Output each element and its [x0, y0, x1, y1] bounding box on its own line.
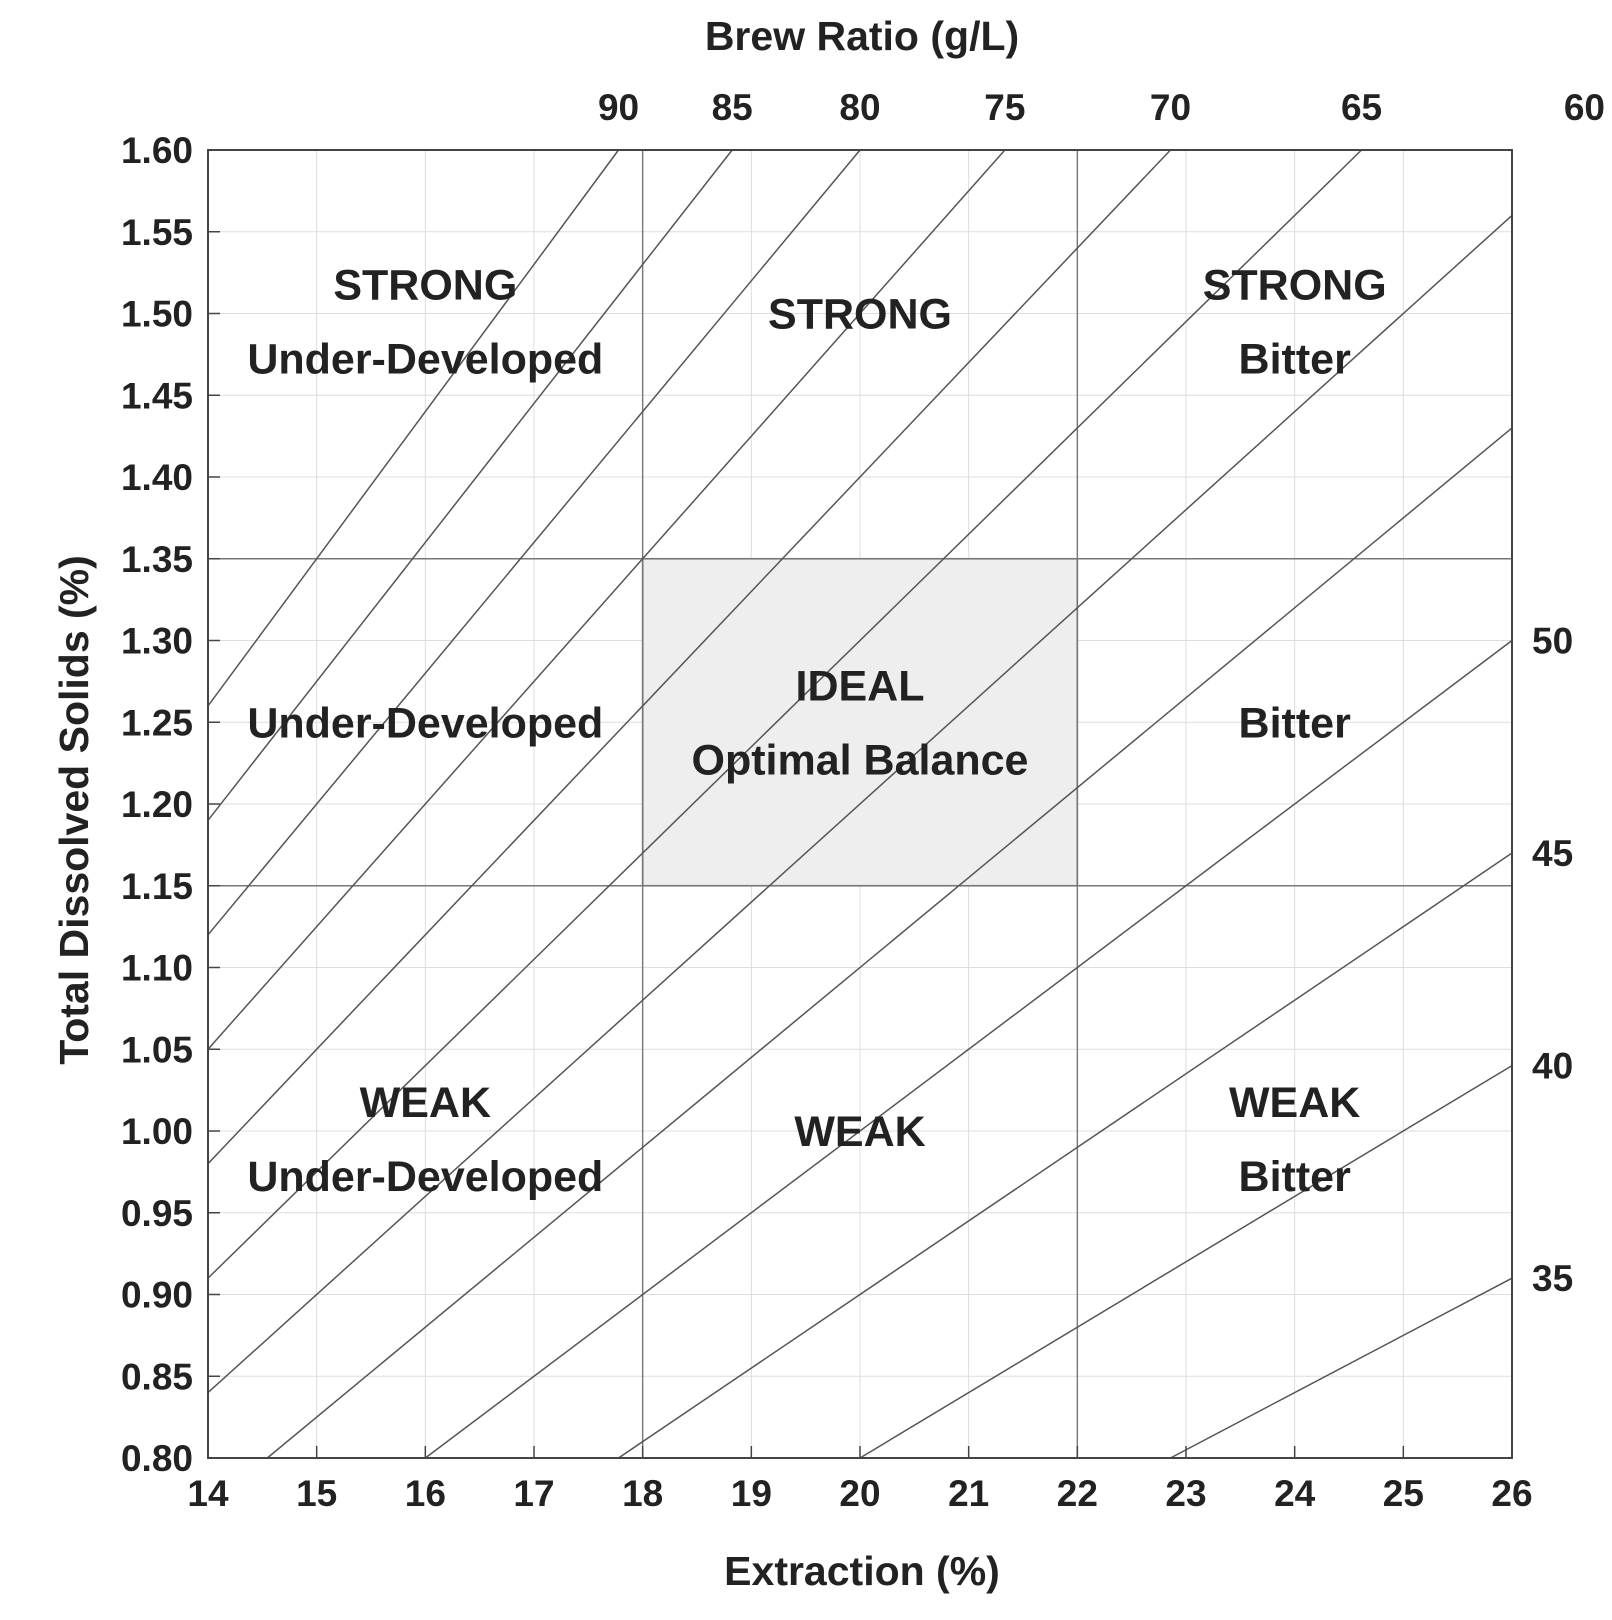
x-tick-label: 16: [405, 1473, 446, 1514]
x-tick-label: 19: [731, 1473, 772, 1514]
ideal-zone: [641, 557, 1079, 887]
y-tick-label: 1.55: [121, 212, 193, 253]
y-axis-title: Total Dissolved Solids (%): [51, 555, 97, 1065]
x-tick-label: 25: [1383, 1473, 1424, 1514]
y-tick-label: 1.40: [121, 457, 193, 498]
x-tick-label: 22: [1057, 1473, 1098, 1514]
brew-ratio-label-60: 60: [1564, 87, 1605, 128]
brew-ratio-line-50: [424, 639, 1513, 1459]
y-tick-label: 1.45: [121, 375, 193, 416]
y-tick-label: 1.20: [121, 784, 193, 825]
region-label: IDEAL: [796, 662, 925, 710]
y-tick-label: 1.25: [121, 702, 193, 743]
region-label: Under-Developed: [247, 699, 603, 747]
y-tick-label: 1.50: [121, 294, 193, 335]
region-label: Under-Developed: [247, 1153, 603, 1201]
region-labels: STRONG Under-Developed STRONG STRONG Bitter U…: [247, 262, 1386, 1202]
y-tick-label: 0.95: [121, 1193, 193, 1234]
brew-ratio-label-35: 35: [1532, 1258, 1573, 1299]
y-tick-label: 1.35: [121, 539, 193, 580]
x-tick-label: 18: [622, 1473, 663, 1514]
brew-ratio-line-55: [266, 427, 1513, 1459]
brew-ratio-label-40: 40: [1532, 1046, 1573, 1087]
brew-ratio-lines: [207, 149, 1513, 1459]
brew-ratio-line-85: [207, 149, 733, 821]
x-tick-label: 20: [839, 1473, 880, 1514]
y-tick-label: 1.05: [121, 1029, 193, 1070]
brew-ratio-label-75: 75: [984, 87, 1025, 128]
region-label: Bitter: [1239, 336, 1352, 384]
brew-ratio-label-65: 65: [1341, 87, 1382, 128]
brew-ratio-label-45: 45: [1532, 833, 1573, 874]
y-tick-label: 0.90: [121, 1275, 193, 1316]
x-tick-label: 17: [513, 1473, 554, 1514]
y-tick-label: 1.00: [121, 1111, 193, 1152]
brew-ratio-line-60: [207, 214, 1513, 1394]
brew-ratio-line-80: [207, 149, 861, 936]
top-axis-title: Brew Ratio (g/L): [705, 13, 1019, 59]
x-tick-label: 21: [948, 1473, 989, 1514]
region-label: STRONG: [1203, 262, 1387, 310]
region-label: WEAK: [1229, 1079, 1360, 1127]
brew-ratio-line-35: [1170, 1277, 1513, 1459]
region-label: WEAK: [360, 1079, 491, 1127]
x-tick-label: 26: [1491, 1473, 1532, 1514]
brew-ratio-label-70: 70: [1150, 87, 1191, 128]
brew-ratio-line-70: [207, 149, 1172, 1165]
ideal-box: [641, 557, 1079, 887]
x-tick-label: 15: [296, 1473, 337, 1514]
region-label: Under-Developed: [247, 336, 603, 384]
x-tick-label: 24: [1274, 1473, 1316, 1514]
brew-ratio-line-45: [618, 852, 1513, 1459]
region-label: WEAK: [794, 1108, 925, 1156]
x-tick-label: 23: [1165, 1473, 1206, 1514]
y-tick-label: 1.15: [121, 866, 193, 907]
plot-frame: [207, 149, 1513, 1459]
brew-ratio-label-85: 85: [712, 87, 753, 128]
region-dividers: [208, 150, 1512, 1458]
x-tick-labels: 14 15 16 17 18 19 20 21 22 23 24 25 26: [187, 1473, 1532, 1514]
brew-ratio-line-65: [207, 149, 1363, 1279]
y-tick-label: 0.85: [121, 1356, 193, 1397]
brew-ratio-label-80: 80: [839, 87, 880, 128]
region-label: STRONG: [333, 262, 517, 310]
y-tick-label: 0.80: [121, 1438, 193, 1479]
y-tick-label: 1.10: [121, 948, 193, 989]
x-axis-title: Extraction (%): [724, 1548, 1000, 1594]
brew-ratio-line-90: [207, 149, 620, 707]
brew-ratio-line-40: [859, 1064, 1513, 1459]
brew-ratio-label-90: 90: [598, 87, 639, 128]
brew-ratio-labels: 908580757065605550454035: [598, 87, 1605, 1299]
y-tick-labels: 0.80 0.85 0.90 0.95 1.00 1.05 1.10 1.15 1.20 1.25…: [121, 130, 193, 1479]
region-label: Bitter: [1239, 1153, 1352, 1201]
x-tick-label: 14: [187, 1473, 229, 1514]
brew-ratio-line-75: [207, 149, 1006, 1050]
brew-ratio-label-50: 50: [1532, 621, 1573, 662]
region-label: Optimal Balance: [692, 736, 1029, 784]
y-tick-label: 1.60: [121, 130, 193, 171]
region-label: STRONG: [768, 291, 952, 339]
y-tick-label: 1.30: [121, 621, 193, 662]
region-label: Bitter: [1239, 699, 1352, 747]
